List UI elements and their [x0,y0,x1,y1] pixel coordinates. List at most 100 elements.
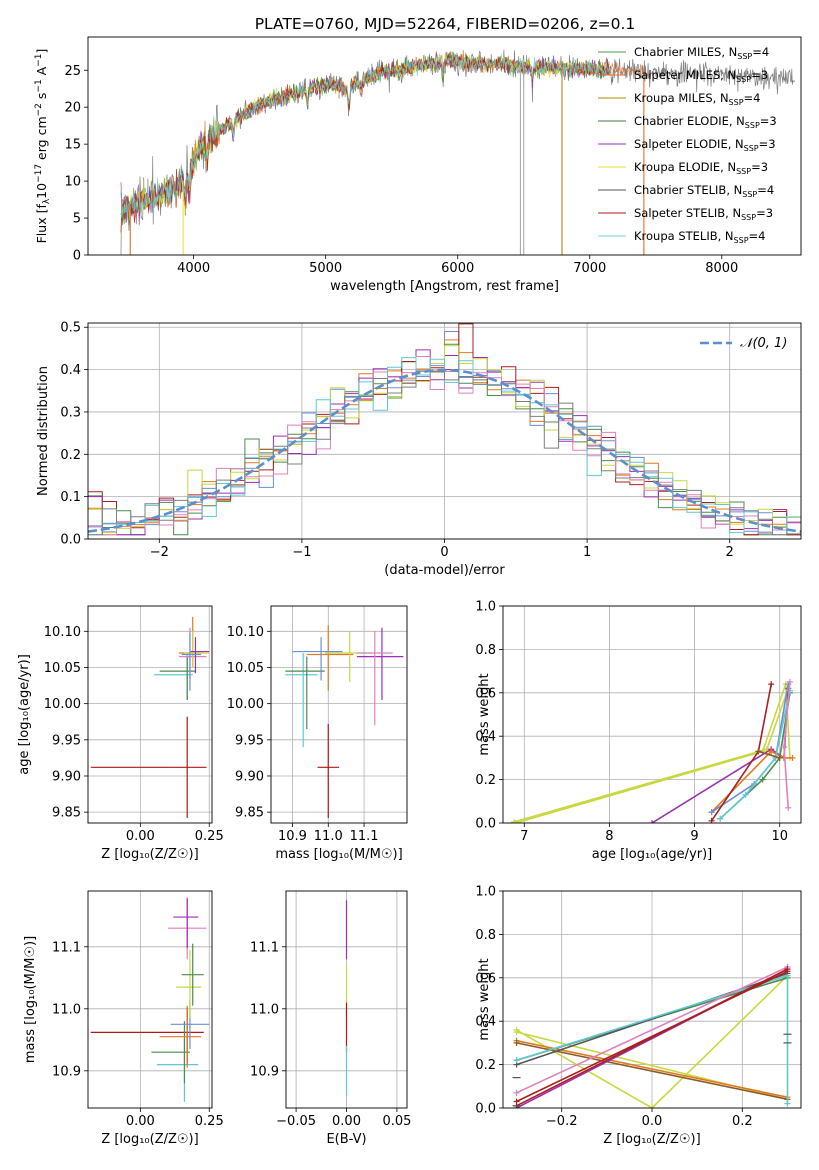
x-axis-label: (data-model)/error [384,563,505,578]
y-tick-label: 20 [64,101,81,116]
x-tick-label: 11.0 [314,829,343,844]
y-tick-label: 11.1 [52,940,81,955]
y-tick-label: 1.0 [475,600,496,615]
spectrum-model-line [120,52,610,221]
x-tick-label: −2 [150,545,169,560]
legend-label-part: SSP [744,144,759,153]
spectrum-model-line [120,52,610,218]
y-tick-label: 0.3 [60,405,81,420]
axes-frame [502,890,802,1109]
x-tick-label: −1 [292,545,311,560]
y-tick-label: 0.5 [60,321,81,336]
legend-label-part: SSP [745,121,760,130]
legend-label: Kroupa ELODIE, NSSP=3 [634,160,768,176]
legend-label: Chabrier STELIB, NSSP=4 [634,183,774,199]
y-tick-label: 0.2 [475,1058,496,1073]
x-tick-label: 8 [605,829,613,844]
y-tick-label: 9.85 [235,806,264,821]
legend-label-part: Chabrier STELIB, N [634,183,742,197]
legend-label-part: SSP [734,236,749,245]
y-tick-label: 11.1 [250,940,279,955]
plot-area-massweight_vs_Z [512,963,792,1108]
legend-label-part: Kroupa ELODIE, N [634,160,736,174]
plot-area-age_vs_Z [90,616,210,818]
x-axis-label: Z [log₁₀(Z/Z☉)] [101,847,198,862]
legend-label-part: SSP [742,190,757,199]
axes-age_vs_Z: 0.00 0.25 9.85 9.90 9.95 10.00 10.05 10.10 Z [lo… [17,605,224,862]
histogram-series [88,370,801,536]
massweight-line [516,975,789,1108]
legend-label: Salpeter ELODIE, NSSP=3 [634,137,776,153]
legend-label-part: =3 [751,160,768,174]
axes-massweight_vs_Z: −0.2 0.0 0.2 0.0 0.2 0.4 0.6 0.8 1.0 Z [log₁₀(Z/Z… [475,885,802,1147]
legend-label-part: =3 [756,206,773,220]
plot-area-massweight_vs_age [511,678,796,823]
y-tick-label: 0.6 [475,971,496,986]
y-axis-label: age [log₁₀(age/yr)] [17,654,32,775]
x-tick-label: 2 [726,545,734,560]
y-tick-label: 0.0 [475,817,496,832]
axes-massweight_vs_age: 7 8 9 10 0.0 0.2 0.4 0.6 0.8 1.0 age [log₁₀(age/yr… [475,600,802,862]
y-tick-label: 0 [73,249,81,264]
y-axis-label: Flux [fλ10−17 erg cm−2 s−1 A−1] [34,49,52,244]
y-tick-label: 0.8 [475,928,496,943]
y-tick-label: 9.95 [235,733,264,748]
legend-label-part: SSP [741,213,756,222]
y-tick-label: 0.0 [60,533,81,548]
y-tick-label: 10.9 [52,1064,81,1079]
y-tick-label: 0.2 [475,773,496,788]
y-axis-label: mass [log₁₀(M/M☉)] [23,936,38,1063]
y-tick-label: 10.05 [227,661,264,676]
histogram-series [88,345,801,533]
y-tick-label: 0.4 [475,730,496,745]
legend-label-part: =4 [744,91,761,105]
spectrum-model-line [120,54,610,233]
plot-area-residuals [88,323,801,536]
massweight-line [711,683,789,813]
legend-label-part: =3 [759,137,776,151]
axes-age_vs_mass: 10.9 11.0 11.1 9.85 9.90 9.95 10.00 10.05 10.10 m… [227,605,408,862]
x-tick-label: 7000 [573,261,606,276]
y-axis-label-part: −2 [34,103,44,116]
axes-frame [87,605,213,824]
normal-curve [88,368,801,533]
legend-label: Chabrier MILES, NSSP=4 [634,45,769,61]
y-axis-label-part: −1 [34,54,44,67]
y-tick-label: 0.4 [60,363,81,378]
axes-frame [87,322,802,540]
plot-area-mass_vs_Z [90,897,210,1102]
x-tick-label: 0.00 [126,1114,155,1129]
x-tick-label: 10.9 [278,829,307,844]
legend-label-part: =3 [760,114,777,128]
y-tick-label: 5 [73,212,81,227]
axes-frame [285,890,408,1109]
legend-label-part: =4 [749,229,766,243]
legend-label-part: SSP [737,52,752,61]
y-axis-label-part: Flux [f [34,204,49,244]
legend-label-part: Salpeter ELODIE, N [634,137,744,151]
massweight-line [513,688,789,823]
x-axis-label: age [log₁₀(age/yr)] [592,847,713,862]
y-axis-label-part: s [34,93,49,104]
y-axis-label-part: erg cm [34,116,49,164]
x-axis-label: E(B-V) [326,1132,366,1147]
plot-area-spectrum [120,49,795,255]
chart-layer: 4000 5000 6000 7000 80000510152025wavelength… [17,36,802,1147]
legend-label: Kroupa MILES, NSSP=4 [634,91,760,107]
legend-label-part: SSP [736,75,751,84]
x-axis-label: Z [log₁₀(Z/Z☉)] [101,1132,198,1147]
y-tick-label: 11.0 [250,1002,279,1017]
legend-label-part: SSP [729,98,744,107]
x-tick-label: 5000 [309,261,342,276]
legend-label-part: =4 [752,45,769,59]
legend-label-part: Chabrier MILES, N [634,45,737,59]
legend-label-part: Salpeter MILES, N [634,68,736,82]
y-axis-label-part: 10 [34,183,49,199]
y-tick-label: 0.6 [475,686,496,701]
y-tick-label: 0.0 [475,1102,496,1117]
legend-label-part: =3 [751,68,768,82]
x-tick-label: 0.25 [195,829,224,844]
massweight-line [719,690,791,820]
legend-label-part: Kroupa MILES, N [634,91,729,105]
